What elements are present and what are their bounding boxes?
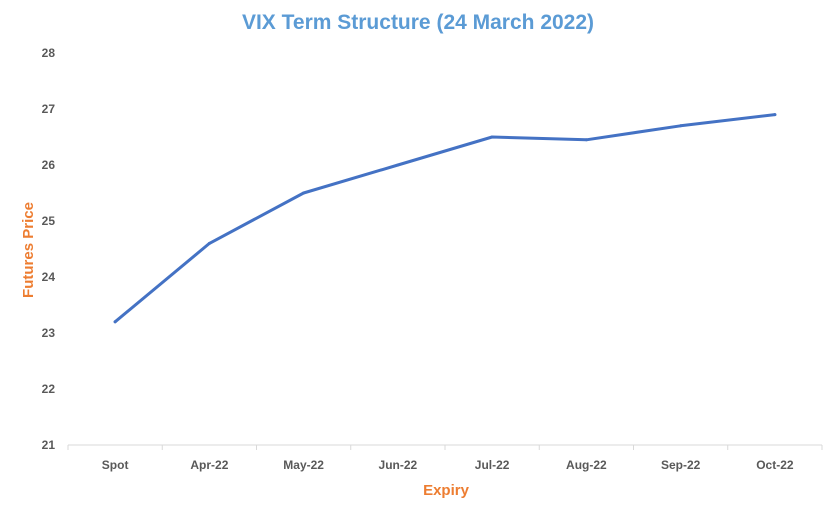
- x-tick-label: May-22: [283, 458, 324, 472]
- x-tick-label: Apr-22: [190, 458, 228, 472]
- y-tick-label: 22: [42, 382, 56, 396]
- y-tick-label: 21: [42, 438, 56, 452]
- x-tick-label: Sep-22: [661, 458, 701, 472]
- y-tick-label: 25: [42, 214, 56, 228]
- data-point: [773, 113, 777, 117]
- series-group: [113, 113, 777, 324]
- data-point: [113, 320, 117, 324]
- series-line: [113, 113, 777, 324]
- x-tick-label: Spot: [102, 458, 129, 472]
- x-tick-label: Oct-22: [756, 458, 794, 472]
- x-tick-label: Jul-22: [475, 458, 510, 472]
- y-axis-title: Futures Price: [20, 202, 37, 298]
- data-point: [490, 135, 494, 139]
- x-tick-label: Aug-22: [566, 458, 607, 472]
- chart-title: VIX Term Structure (24 March 2022): [242, 11, 594, 34]
- data-point: [584, 138, 588, 142]
- x-tick-label: Jun-22: [379, 458, 418, 472]
- y-tick-label: 24: [42, 270, 56, 284]
- data-point: [302, 191, 306, 195]
- x-axis-title: Expiry: [423, 482, 470, 499]
- y-tick-label: 23: [42, 326, 56, 340]
- y-axis: 21 22 23 24 25 26 27 28: [42, 46, 56, 452]
- data-point: [207, 241, 211, 245]
- data-point: [396, 163, 400, 167]
- y-tick-label: 28: [42, 46, 56, 60]
- x-axis: Spot Apr-22 May-22 Jun-22 Jul-22 Aug-22 Sep-22…: [67, 444, 823, 472]
- y-tick-label: 27: [42, 102, 56, 116]
- y-tick-label: 26: [42, 158, 56, 172]
- data-point: [679, 124, 683, 128]
